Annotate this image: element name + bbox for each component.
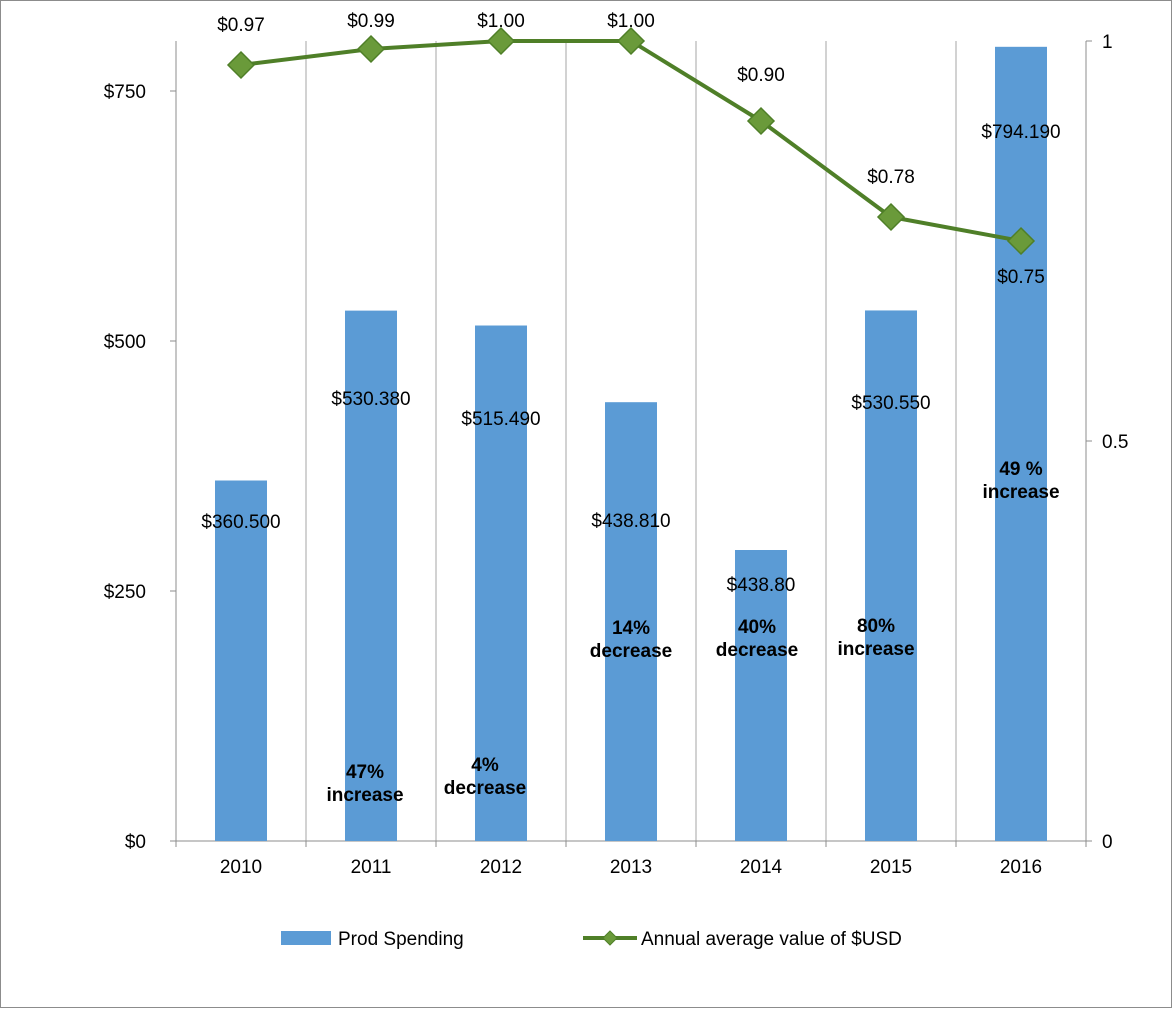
change-annotation: 80% (857, 616, 895, 637)
x-axis-tick-label: 2016 (1000, 857, 1042, 878)
bar (215, 480, 267, 841)
x-axis-tick-label: 2014 (740, 857, 783, 878)
change-annotation: 49 % (999, 459, 1042, 480)
bar-data-label: $530.550 (851, 393, 930, 414)
change-annotation: decrease (590, 641, 672, 662)
bar (865, 310, 917, 841)
x-axis-tick-label: 2011 (351, 857, 392, 878)
change-annotation: increase (982, 482, 1059, 503)
bar (475, 325, 527, 841)
change-annotation: 14% (612, 618, 650, 639)
bar-data-label: $438.80 (727, 575, 796, 596)
left-axis-tick-label: $750 (104, 82, 146, 103)
change-annotation: 40% (738, 617, 776, 638)
bar (345, 310, 397, 841)
bar-data-label: $794.190 (981, 122, 1060, 143)
bar (605, 402, 657, 841)
usd-value-marker (616, 26, 646, 56)
line-data-label: $1.00 (477, 11, 525, 32)
usd-value-marker (1006, 226, 1036, 256)
line-data-label: $1.00 (607, 11, 655, 32)
left-axis-tick-label: $250 (104, 582, 146, 603)
change-annotation: increase (837, 639, 914, 660)
line-data-label: $0.90 (737, 65, 785, 86)
usd-value-marker (226, 50, 256, 80)
legend-swatch-prod-spending (281, 931, 331, 945)
bar-data-label: $530.380 (331, 389, 410, 410)
line-data-label: $0.97 (217, 15, 265, 36)
change-annotation: decrease (444, 778, 526, 799)
usd-value-line (240, 39, 1022, 243)
legend-marker-usd-value (602, 930, 618, 946)
bar (995, 46, 1047, 842)
x-axis-tick-label: 2010 (220, 857, 262, 878)
bar-data-label: $360.500 (201, 512, 280, 533)
line-data-label: $0.78 (867, 167, 915, 188)
bar-data-label: $438.810 (591, 511, 670, 532)
right-axis-tick-label: 0.5 (1102, 432, 1128, 453)
usd-value-marker (356, 34, 386, 64)
legend-label-usd-value: Annual average value of $USD (641, 929, 902, 950)
line-data-label: $0.75 (997, 267, 1045, 288)
x-axis-tick-label: 2013 (610, 857, 652, 878)
right-axis-tick-label: 0 (1102, 832, 1113, 853)
left-axis-tick-label: $500 (104, 332, 146, 353)
bar (735, 550, 787, 841)
x-axis-tick-label: 2012 (480, 857, 522, 878)
change-annotation: decrease (716, 640, 798, 661)
right-axis-tick-label: 1 (1102, 32, 1113, 53)
left-axis-tick-label: $0 (125, 832, 146, 853)
change-annotation: 4% (471, 755, 499, 776)
legend-label-prod-spending: Prod Spending (338, 929, 464, 950)
x-axis-tick-label: 2015 (870, 857, 912, 878)
bar-data-label: $515.490 (461, 409, 540, 430)
change-annotation: increase (326, 785, 403, 806)
usd-value-marker (486, 26, 516, 56)
usd-value-marker (746, 106, 776, 136)
usd-value-marker (876, 202, 906, 232)
change-annotation: 47% (346, 762, 384, 783)
line-data-label: $0.99 (347, 11, 395, 32)
